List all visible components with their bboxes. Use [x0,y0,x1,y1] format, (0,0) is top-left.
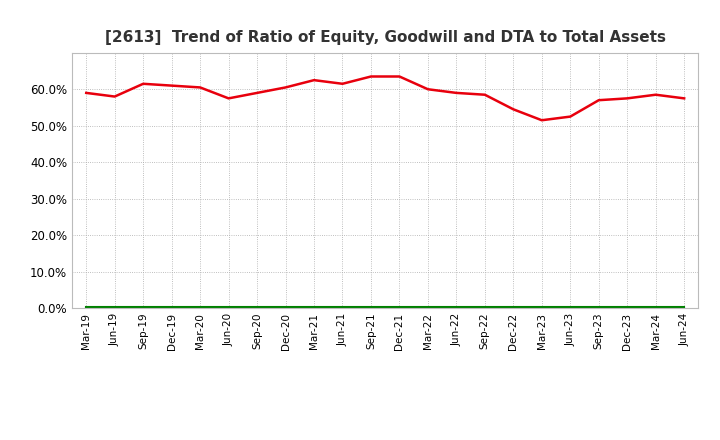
Goodwill [253,305,261,311]
Deferred Tax Assets [110,304,119,310]
Equity [480,92,489,97]
Equity [566,114,575,119]
Equity [139,81,148,86]
Goodwill [623,305,631,311]
Goodwill [480,305,489,311]
Goodwill [82,305,91,311]
Deferred Tax Assets [167,304,176,310]
Equity [82,90,91,95]
Goodwill [395,305,404,311]
Deferred Tax Assets [338,304,347,310]
Equity [680,96,688,101]
Deferred Tax Assets [82,304,91,310]
Deferred Tax Assets [452,304,461,310]
Deferred Tax Assets [537,304,546,310]
Deferred Tax Assets [225,304,233,310]
Goodwill [139,305,148,311]
Equity [282,85,290,90]
Equity [167,83,176,88]
Goodwill [537,305,546,311]
Goodwill [167,305,176,311]
Equity [652,92,660,97]
Goodwill [110,305,119,311]
Goodwill [310,305,318,311]
Goodwill [225,305,233,311]
Goodwill [595,305,603,311]
Deferred Tax Assets [366,304,375,310]
Goodwill [282,305,290,311]
Deferred Tax Assets [139,304,148,310]
Equity [253,90,261,95]
Deferred Tax Assets [253,304,261,310]
Equity [537,117,546,123]
Equity [452,90,461,95]
Deferred Tax Assets [395,304,404,310]
Goodwill [423,305,432,311]
Deferred Tax Assets [282,304,290,310]
Deferred Tax Assets [196,304,204,310]
Deferred Tax Assets [623,304,631,310]
Deferred Tax Assets [423,304,432,310]
Equity [623,96,631,101]
Title: [2613]  Trend of Ratio of Equity, Goodwill and DTA to Total Assets: [2613] Trend of Ratio of Equity, Goodwil… [104,29,666,45]
Goodwill [652,305,660,311]
Goodwill [566,305,575,311]
Deferred Tax Assets [480,304,489,310]
Equity [338,81,347,86]
Equity [196,85,204,90]
Equity [595,98,603,103]
Deferred Tax Assets [595,304,603,310]
Equity [509,106,518,112]
Goodwill [452,305,461,311]
Equity [366,74,375,79]
Deferred Tax Assets [310,304,318,310]
Goodwill [338,305,347,311]
Goodwill [196,305,204,311]
Equity [310,77,318,83]
Equity [110,94,119,99]
Line: Equity: Equity [86,77,684,120]
Goodwill [366,305,375,311]
Deferred Tax Assets [509,304,518,310]
Goodwill [680,305,688,311]
Equity [423,87,432,92]
Goodwill [509,305,518,311]
Deferred Tax Assets [566,304,575,310]
Equity [395,74,404,79]
Deferred Tax Assets [652,304,660,310]
Equity [225,96,233,101]
Deferred Tax Assets [680,304,688,310]
